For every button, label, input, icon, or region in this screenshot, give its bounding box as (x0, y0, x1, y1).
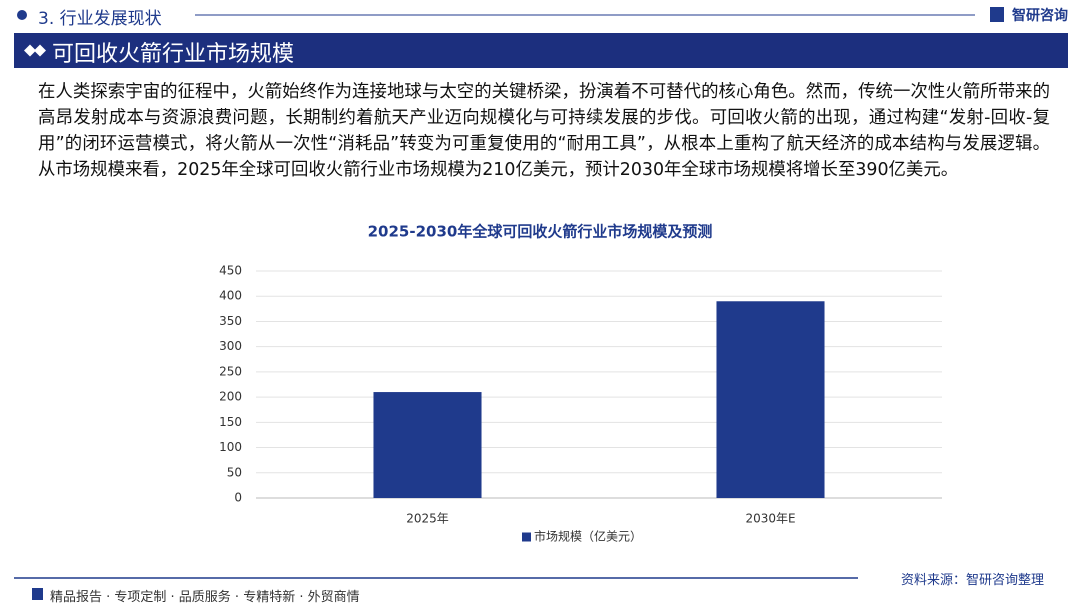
logo-icon (990, 7, 1004, 22)
chart-title: 2025-2030年全球可回收火箭行业市场规模及预测 (368, 223, 713, 241)
bar (716, 301, 825, 498)
logo: 智研咨询 (1012, 8, 1068, 24)
title-bar (14, 33, 1068, 68)
legend-swatch (522, 532, 531, 542)
footer: 精品报告 · 专项定制 · 品质服务 · 专精特新 · 外贸商情 (50, 590, 360, 605)
y-tick-label: 400 (219, 289, 242, 303)
y-tick-label: 300 (219, 339, 242, 353)
y-tick-label: 150 (219, 415, 242, 429)
y-tick-label: 50 (227, 465, 242, 479)
x-tick-label: 2025年 (406, 512, 449, 526)
y-tick-label: 350 (219, 314, 242, 328)
bar (373, 392, 482, 498)
paragraph: 在人类探索宇宙的征程中，火箭始终作为连接地球与太空的关键桥梁，扮演着不可替代的核… (38, 82, 1050, 180)
y-tick-label: 450 (219, 264, 242, 278)
y-tick-label: 0 (234, 491, 242, 505)
legend-label: 市场规模（亿美元） (534, 529, 642, 544)
y-tick-label: 200 (219, 390, 242, 404)
section-label: 3. 行业发展现状 (38, 9, 162, 29)
footer-icon (32, 588, 43, 600)
slide-title: 可回收火箭行业市场规模 (52, 42, 295, 67)
diamond-icons (24, 44, 46, 57)
y-tick-label: 250 (219, 364, 242, 378)
bullet (17, 10, 27, 20)
x-tick-label: 2030年E (745, 512, 795, 526)
source: 资料来源：智研咨询整理 (900, 573, 1044, 588)
y-tick-label: 100 (219, 440, 242, 454)
